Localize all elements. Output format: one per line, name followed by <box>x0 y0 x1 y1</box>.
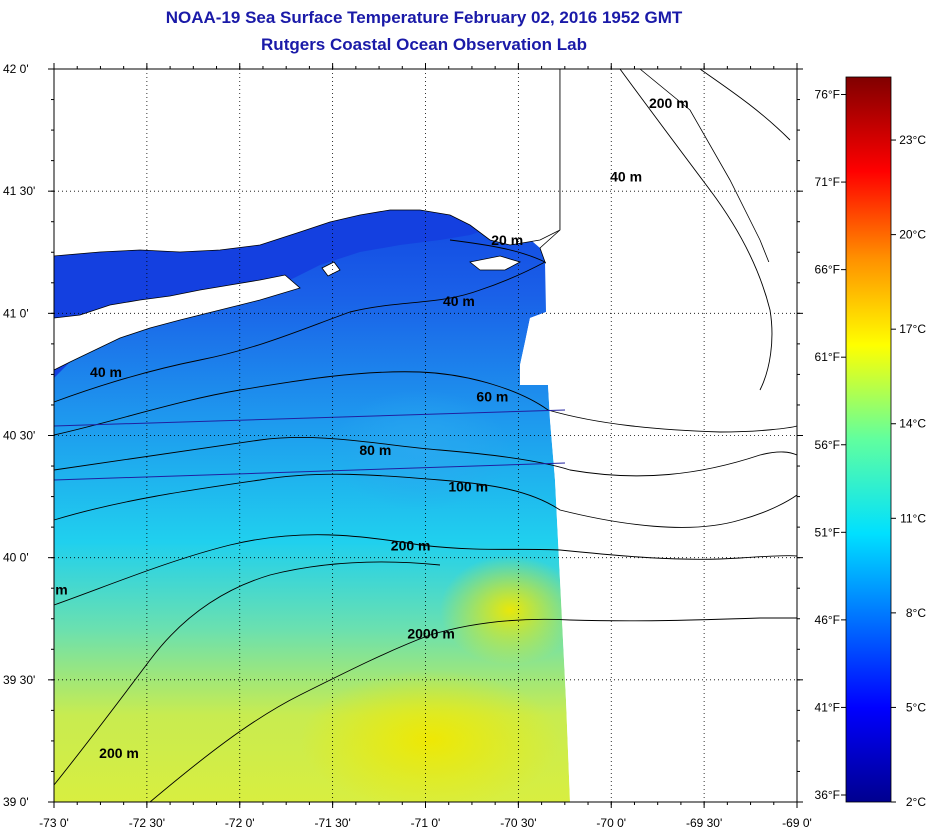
contour-depth-label: 40 m <box>610 168 642 184</box>
lon-tick-label: -71 0' <box>411 816 441 830</box>
satellite-scan-lines <box>53 409 566 481</box>
fahrenheit-tick-label: 76°F <box>815 88 840 102</box>
celsius-tick-label: 20°C <box>899 228 926 242</box>
long-island-land <box>53 274 301 371</box>
celsius-tick-label: 5°C <box>906 700 926 714</box>
contour-80m <box>53 437 798 477</box>
contour-2000m <box>149 617 797 803</box>
contour-depth-label: 40 m <box>443 293 475 309</box>
lat-tick-label: 41 30' <box>3 184 35 198</box>
fahrenheit-tick-label: 41°F <box>815 700 840 714</box>
block-island <box>321 261 341 277</box>
lon-tick-label: -69 0' <box>782 816 812 830</box>
lon-tick-label: -72 0' <box>225 816 255 830</box>
lat-tick-label: 40 30' <box>3 429 35 443</box>
sst-ocean-coverage <box>54 183 570 802</box>
contour-200m-east <box>699 68 791 141</box>
lon-tick-label: -73 0' <box>39 816 69 830</box>
axis-ticks <box>48 63 803 808</box>
fahrenheit-tick-label: 61°F <box>815 350 840 364</box>
contour-200m-south <box>53 561 441 786</box>
contour-depth-label: m <box>55 581 67 597</box>
celsius-tick-label: 11°C <box>900 511 926 525</box>
fahrenheit-tick-label: 46°F <box>815 613 840 627</box>
fahrenheit-tick-label: 71°F <box>815 175 840 189</box>
celsius-tick-label: 23°C <box>899 133 926 147</box>
lon-tick-label: -70 0' <box>596 816 626 830</box>
scan-line <box>53 462 566 481</box>
warm-water-patch <box>300 670 560 802</box>
celsius-tick-label: 8°C <box>906 606 926 620</box>
contour-depth-label: 20 m <box>491 232 523 248</box>
lat-tick-label: 40 0' <box>3 551 29 565</box>
sst-colorbar <box>845 76 892 803</box>
contour-60m <box>53 371 798 436</box>
contour-40m-west <box>53 261 546 403</box>
contour-depth-label: 80 m <box>359 442 391 458</box>
contour-depth-label: 60 m <box>476 388 508 404</box>
map-title: NOAA-19 Sea Surface Temperature February… <box>165 8 683 27</box>
connecticut-rhode-island-land <box>53 68 561 257</box>
lon-tick-label: -69 30' <box>686 816 722 830</box>
lon-tick-label: -71 30' <box>314 816 350 830</box>
coastal-cold-water <box>54 188 515 378</box>
lat-tick-label: 41 0' <box>3 306 29 320</box>
bathymetry-contours <box>53 68 798 803</box>
contour-depth-label: 2000 m <box>407 625 454 641</box>
marthas-vineyard <box>469 255 522 271</box>
lat-tick-label: 39 30' <box>3 673 35 687</box>
land-masses <box>53 68 797 802</box>
scan-line <box>53 409 566 427</box>
fahrenheit-tick-label: 36°F <box>815 788 840 802</box>
contour-depth-label: 40 m <box>90 364 122 380</box>
lat-tick-label: 39 0' <box>3 795 29 809</box>
contour-labels: 20 m 40 m 40 m 60 m 80 m 100 m 200 m 2000 m 200 … <box>55 95 688 761</box>
celsius-tick-label: 2°C <box>906 795 926 809</box>
contour-depth-label: 200 m <box>99 745 139 761</box>
lon-tick-label: -70 30' <box>500 816 536 830</box>
lon-tick-label: -72 30' <box>129 816 165 830</box>
fahrenheit-tick-label: 51°F <box>815 525 840 539</box>
contour-20m <box>449 239 546 263</box>
contour-depth-label: 200 m <box>649 95 689 111</box>
offshore-no-data-area <box>520 262 797 802</box>
contour-depth-label: 200 m <box>391 537 431 553</box>
celsius-tick-label: 14°C <box>899 417 926 431</box>
sst-data-field <box>54 183 580 802</box>
contour-100m <box>53 473 798 528</box>
contour-200m <box>53 534 798 606</box>
fahrenheit-tick-label: 56°F <box>815 438 840 452</box>
contour-depth-label: 100 m <box>448 479 488 495</box>
lat-tick-label: 42 0' <box>3 62 29 76</box>
fahrenheit-tick-label: 66°F <box>815 263 840 277</box>
colorbar-labels: 23°C 20°C 17°C 14°C 11°C 8°C 5°C 2°C 76°F 71°F 66°… <box>815 88 927 809</box>
map-subtitle: Rutgers Coastal Ocean Observation Lab <box>261 35 587 54</box>
cool-water-patch <box>330 390 510 510</box>
celsius-tick-label: 17°C <box>899 322 926 336</box>
axis-labels: -73 0' -72 30' -72 0' -71 30' -71 0' -70 30' -… <box>3 62 812 830</box>
warm-water-patch <box>440 555 580 665</box>
contour-40m-east <box>619 68 773 391</box>
